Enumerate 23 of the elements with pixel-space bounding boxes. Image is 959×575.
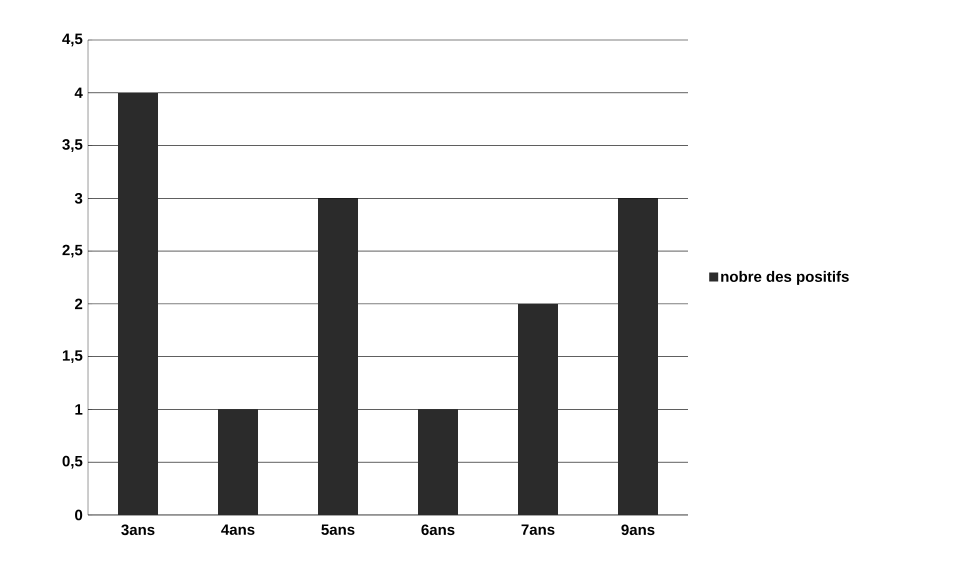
bar [518,304,558,515]
y-tick-label: 4,5 [62,34,82,46]
x-tick-label: 3ans [121,524,154,536]
y-tick-label: 3 [74,193,82,204]
y-tick-label: 2,5 [62,244,82,258]
legend-label: nobre des positifs [721,270,849,285]
bar [318,198,358,515]
x-tick-label: 4ans [221,524,254,535]
y-tick-label: 1 [75,404,82,415]
y-tick-label: 0,5 [62,456,82,469]
x-tick-label: 5ans [321,524,354,535]
bar [618,198,658,515]
x-tick-label: 7ans [522,524,554,535]
y-tick-label: 3,5 [62,139,82,152]
y-tick-label: 2 [74,298,82,310]
y-tick-label: 1,5 [62,350,82,363]
x-tick-label: 6ans [421,524,454,536]
y-tick-label: 0 [75,510,82,520]
bar [218,409,258,515]
x-tick-label: 9ans [621,524,654,536]
bar [418,409,458,515]
bar [118,92,158,515]
y-tick-label: 4 [74,88,83,98]
